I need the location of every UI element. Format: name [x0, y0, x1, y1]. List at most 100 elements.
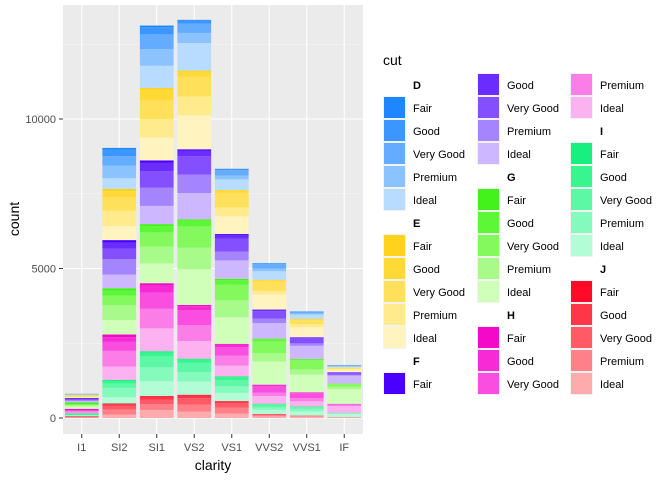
- bar-segment-vvs1-d-very-good: [289, 311, 324, 314]
- legend-item-g-good: Good: [477, 211, 534, 234]
- bar-segment-vs2-h-good: [177, 306, 212, 311]
- bar-segment-vvs2-d-ideal: [252, 271, 287, 280]
- bar-segment-vs2-d-very-good: [177, 23, 212, 33]
- legend-label: Fair: [413, 103, 432, 115]
- bar-segment-vvs2-h-ideal: [252, 396, 287, 404]
- y-tick-label: 10000: [25, 114, 56, 126]
- bar-segment-si2-d-good: [102, 149, 137, 157]
- legend-label: Good: [413, 264, 440, 276]
- bar-segment-vvs2-i-premium: [252, 407, 287, 410]
- legend-label: Fair: [600, 149, 619, 161]
- legend-swatch: [571, 350, 592, 371]
- bar-segment-vvs1-h-premium: [289, 398, 324, 402]
- bar-segment-si1-f-premium: [139, 187, 174, 206]
- x-axis: I1 SI2 SI1 VS2 VS1 VVS2 VVS1 IF: [77, 434, 349, 454]
- bar-segment-vs1-i-ideal: [214, 392, 249, 402]
- legend-swatch: [478, 143, 499, 164]
- legend-swatch: [478, 350, 499, 371]
- bar-segment-if-e-very-good: [327, 367, 362, 369]
- legend-label: Fair: [507, 195, 526, 207]
- legend-item-h-good: Good: [477, 349, 534, 372]
- bar-segment-vs1-h-ideal: [214, 365, 249, 377]
- bar-segment-vs1-h-very-good: [214, 347, 249, 356]
- bar-segment-si2-g-ideal: [102, 319, 137, 335]
- bar-segment-vvs1-j-ideal: [289, 416, 324, 418]
- x-tick-label-i1: I1: [77, 442, 86, 454]
- bar-segment-si2-j-good: [102, 404, 137, 406]
- bar-segment-si1-e-good: [139, 89, 174, 101]
- bar-segment-vvs1-i-premium: [289, 408, 324, 412]
- bar-segment-vs2-d-good: [177, 20, 212, 24]
- bar-stack-vs2: [177, 19, 212, 418]
- bar-segment-i1-g-premium: [64, 405, 99, 407]
- bar-segment-vs2-f-fair: [177, 149, 212, 151]
- bar-segment-vvs1-d-premium: [289, 313, 324, 315]
- bar-segment-if-f-very-good: [327, 372, 362, 375]
- bar-segment-vvs2-e-ideal: [252, 294, 287, 310]
- bar-segment-vs1-j-ideal: [214, 413, 249, 418]
- bar-segment-si2-h-very-good: [102, 341, 137, 351]
- bar-segment-si2-i-good: [102, 381, 137, 384]
- bar-segment-si1-e-ideal: [139, 137, 174, 161]
- bar-segment-vvs2-g-fair: [252, 338, 287, 340]
- bar-segment-vvs1-g-ideal: [289, 374, 324, 393]
- x-tick-label-vs1: VS1: [221, 442, 242, 454]
- bar-segment-vs1-d-good: [214, 168, 249, 171]
- bar-segment-if-g-very-good: [327, 384, 362, 387]
- bar-segment-si2-d-fair: [102, 147, 137, 150]
- bar-segment-vs1-g-ideal: [214, 317, 249, 344]
- legend-item-j-fair: Fair: [570, 280, 619, 303]
- bar-segment-vs1-f-ideal: [214, 260, 249, 279]
- bar-segment-si1-j-ideal: [139, 409, 174, 418]
- bar-segment-vs1-i-good: [214, 377, 249, 381]
- bar-segment-si1-j-premium: [139, 404, 174, 410]
- bar-segment-si2-g-good: [102, 290, 137, 296]
- bar-segment-vvs2-f-premium: [252, 318, 287, 324]
- legend-swatch: [571, 97, 592, 118]
- bar-segment-vvs1-i-ideal: [289, 411, 324, 416]
- bar-segment-vs2-i-good: [177, 359, 212, 363]
- legend-swatch: [478, 120, 499, 141]
- bar-segment-vvs2-g-good: [252, 339, 287, 342]
- legend-swatch: [478, 258, 499, 279]
- bar-segment-vvs2-i-very-good: [252, 404, 287, 408]
- bar-segment-si2-f-fair: [102, 240, 137, 243]
- bar-segment-vvs2-e-very-good: [252, 281, 287, 291]
- y-tick-label: 5000: [32, 264, 56, 276]
- bar-stack-vvs1: [289, 311, 324, 418]
- bar-segment-vvs2-j-very-good: [252, 414, 287, 416]
- legend-swatch: [478, 74, 499, 95]
- legend-swatch: [384, 97, 405, 118]
- legend-item-f-fair: Fair: [383, 372, 432, 395]
- bar-segment-si1-j-very-good: [139, 399, 174, 405]
- bar-segment-vs1-e-ideal: [214, 216, 249, 234]
- bar-segment-vs1-e-very-good: [214, 192, 249, 208]
- bar-segment-si2-j-premium: [102, 409, 137, 415]
- bar-segment-if-h-very-good: [327, 403, 362, 405]
- bar-segment-i1-g-fair: [64, 402, 99, 404]
- bar-segment-vvs1-f-ideal: [289, 345, 324, 359]
- bar-segment-si1-j-good: [139, 396, 174, 400]
- legend-item-i-ideal: Ideal: [570, 234, 624, 257]
- bar-segment-vs1-g-good: [214, 280, 249, 285]
- bars-layer: [64, 19, 362, 418]
- legend-group-f: F: [413, 356, 420, 368]
- legend-swatch: [478, 327, 499, 348]
- bar-segment-vvs1-f-very-good: [289, 338, 324, 344]
- bar-segment-vs1-f-very-good: [214, 238, 249, 252]
- bar-segment-si1-f-ideal: [139, 205, 174, 225]
- legend-swatch: [571, 166, 592, 187]
- bar-segment-si2-f-good: [102, 242, 137, 249]
- bar-segment-si2-e-very-good: [102, 197, 137, 211]
- legend-swatch: [384, 281, 405, 302]
- bar-segment-vvs2-g-premium: [252, 353, 287, 362]
- bar-segment-vs2-h-ideal: [177, 340, 212, 359]
- bar-segment-vvs2-d-very-good: [252, 264, 287, 269]
- bar-stack-if: [327, 365, 362, 418]
- legend-group-g: G: [507, 172, 516, 184]
- bar-segment-si2-i-premium: [102, 387, 137, 398]
- legend-item-i-premium: Premium: [570, 211, 644, 234]
- bar-segment-si1-h-very-good: [139, 292, 174, 309]
- bar-segment-i1-g-ideal: [64, 406, 99, 409]
- bar-segment-si2-j-fair: [102, 403, 137, 405]
